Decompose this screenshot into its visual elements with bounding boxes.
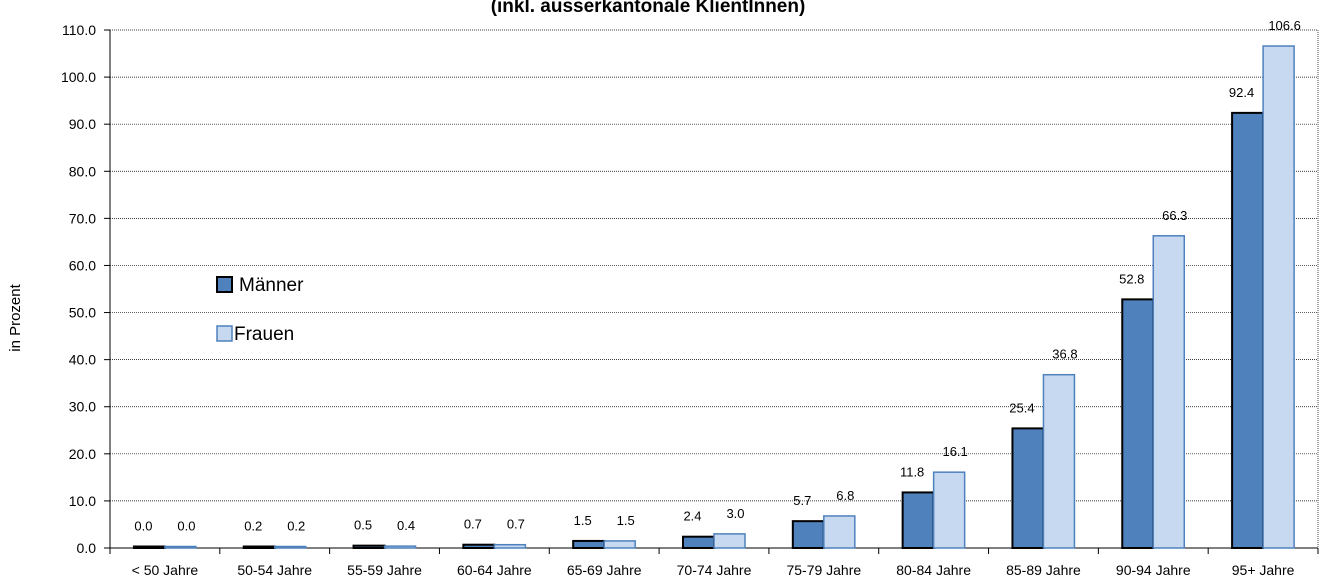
- y-tick-label: 50.0: [69, 305, 96, 321]
- bar-maenner: [242, 545, 276, 549]
- data-label: 1.5: [574, 513, 592, 528]
- y-tick-label: 110.0: [62, 22, 96, 38]
- data-label: 11.8: [900, 464, 924, 479]
- x-tick-label: 60-64 Jahre: [457, 562, 532, 578]
- y-tick-label: 70.0: [69, 210, 96, 226]
- data-label: 25.4: [1009, 400, 1034, 415]
- bar-frauen: [164, 545, 197, 549]
- y-tick-label: 100.0: [61, 69, 96, 85]
- data-label: 5.7: [793, 493, 811, 508]
- legend-label-frauen: Frauen: [234, 324, 294, 345]
- data-label: 0.0: [177, 519, 195, 534]
- bar-maenner: [132, 545, 166, 549]
- data-label: 3.0: [726, 506, 744, 521]
- data-label: 1.5: [617, 513, 635, 528]
- bar-maenner: [352, 544, 386, 549]
- bars-layer: [132, 45, 1295, 550]
- bar-frauen: [1262, 45, 1295, 549]
- x-tick-label: < 50 Jahre: [132, 562, 199, 578]
- data-label: 0.5: [354, 518, 372, 533]
- y-tick-label: 10.0: [69, 493, 96, 509]
- grid-layer: [104, 29, 1319, 554]
- data-label: 0.0: [134, 519, 152, 534]
- chart-title: (inkl. ausserkantonale KlientInnen): [491, 0, 806, 17]
- data-label: 0.7: [507, 517, 525, 532]
- y-tick-label: 60.0: [69, 257, 96, 273]
- legend: Männer Frauen: [216, 275, 304, 345]
- data-label: 0.7: [464, 517, 482, 532]
- x-tick-label: 80-84 Jahre: [896, 562, 971, 578]
- data-label: 36.8: [1052, 347, 1077, 362]
- y-tick-label: 90.0: [69, 116, 96, 132]
- y-tick-label: 20.0: [69, 446, 96, 462]
- bar-maenner: [1011, 427, 1045, 550]
- y-tick-label: 0.0: [77, 540, 97, 556]
- axis-ticks-layer: 0.0 10.0 20.0 30.0 40.0 50.0 60.0 70.0 80.0 90.0 1…: [61, 22, 1295, 578]
- data-label: 52.8: [1119, 271, 1144, 286]
- legend-swatch-maenner: [216, 276, 233, 293]
- bar-frauen: [273, 545, 307, 549]
- y-tick-label: 40.0: [69, 352, 96, 368]
- data-label: 16.1: [942, 444, 967, 459]
- bar-maenner: [1121, 298, 1155, 549]
- data-label: 0.2: [244, 519, 262, 534]
- y-axis-label: in Prozent: [7, 283, 24, 351]
- y-tick-label: 30.0: [69, 399, 96, 415]
- data-labels-layer: 0.0 0.2 0.5 0.7 1.5 2.4 5.7 11.8 25.4 52.8 92.4 0.0…: [134, 18, 1300, 533]
- data-label: 0.2: [287, 519, 305, 534]
- x-tick-label: 95+ Jahre: [1232, 562, 1295, 578]
- x-tick-label: 65-69 Jahre: [567, 562, 642, 578]
- x-tick-label: 90-94 Jahre: [1116, 562, 1191, 578]
- data-label: 106.6: [1268, 18, 1301, 33]
- legend-swatch-frauen: [216, 325, 233, 342]
- bar-frauen: [713, 533, 746, 549]
- data-label: 92.4: [1229, 85, 1254, 100]
- legend-label-maenner: Männer: [239, 275, 304, 296]
- data-label: 66.3: [1162, 208, 1187, 223]
- y-tick-label: 80.0: [69, 163, 96, 179]
- bar-maenner: [1231, 111, 1265, 549]
- bar-maenner: [682, 535, 715, 549]
- bar-frauen: [1042, 373, 1076, 549]
- bar-maenner: [901, 491, 935, 550]
- data-label: 2.4: [683, 509, 701, 524]
- data-label: 0.4: [397, 518, 415, 533]
- x-tick-label: 50-54 Jahre: [237, 562, 312, 578]
- bar-maenner: [572, 539, 606, 549]
- bar-maenner: [462, 543, 496, 549]
- bar-maenner: [791, 520, 825, 550]
- x-tick-label: 75-79 Jahre: [786, 562, 861, 578]
- bar-frauen: [493, 543, 527, 549]
- bar-frauen: [1152, 235, 1186, 549]
- bar-frauen: [823, 515, 856, 549]
- data-label: 6.8: [836, 488, 854, 503]
- bar-frauen: [603, 540, 636, 549]
- bar-frauen: [383, 545, 417, 549]
- bar-frauen: [932, 471, 966, 549]
- x-tick-label: 55-59 Jahre: [347, 562, 422, 578]
- x-tick-label: 85-89 Jahre: [1006, 562, 1081, 578]
- x-tick-label: 70-74 Jahre: [677, 562, 752, 578]
